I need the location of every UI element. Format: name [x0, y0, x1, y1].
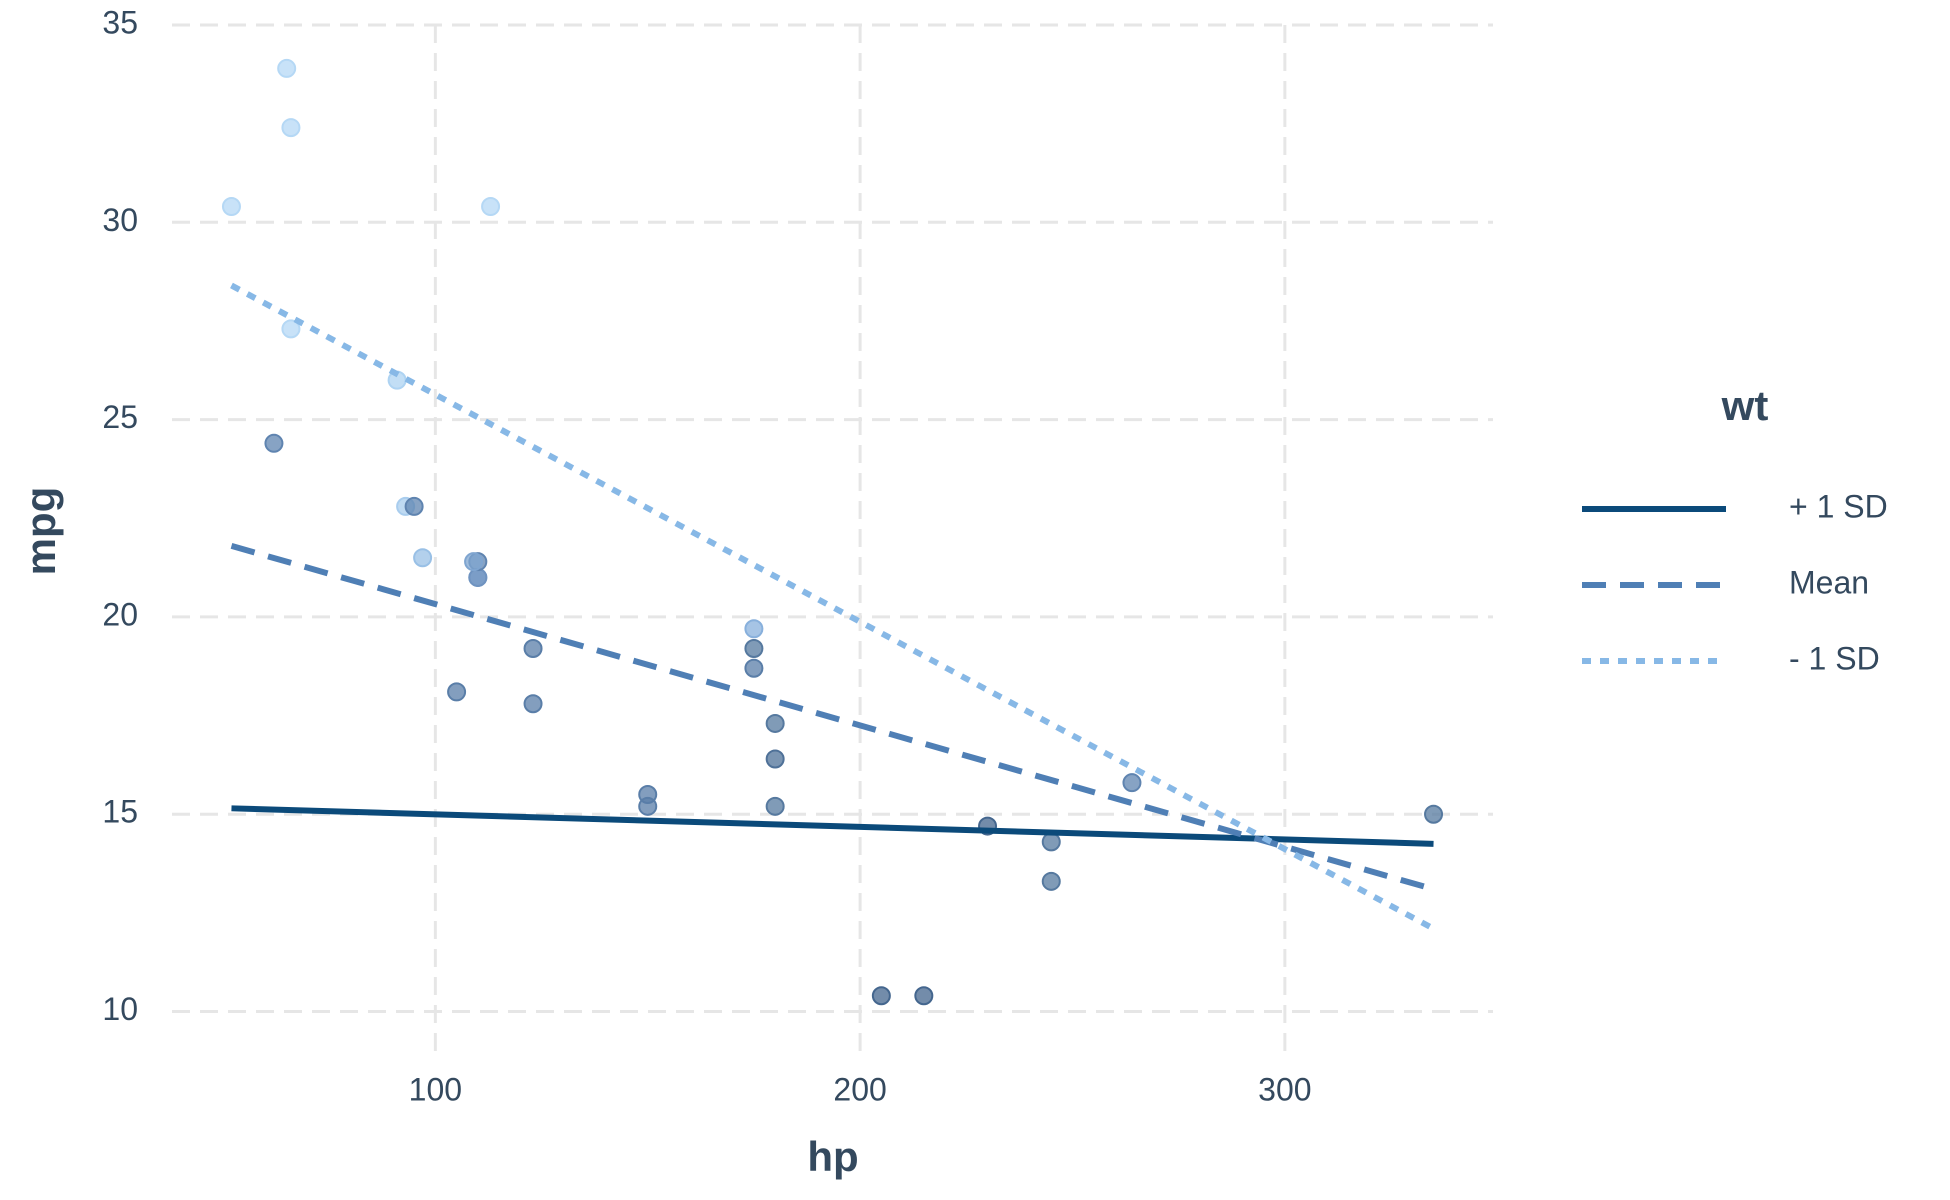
- point: [744, 658, 764, 678]
- point: [765, 713, 785, 733]
- point: [281, 118, 301, 138]
- point: [523, 638, 543, 658]
- y-axis-title: mpg: [17, 487, 64, 576]
- fit-line: [230, 282, 1435, 932]
- grid: [172, 23, 1493, 1051]
- legend-label: Mean: [1789, 564, 1869, 600]
- x-tick-label: 200: [833, 1071, 886, 1107]
- point: [1041, 871, 1061, 891]
- y-tick-label: 10: [102, 991, 138, 1027]
- point: [914, 986, 934, 1006]
- y-tick-label: 15: [102, 794, 138, 830]
- y-tick-label: 20: [102, 596, 138, 632]
- y-tick-label: 35: [102, 4, 138, 40]
- legend-label: + 1 SD: [1789, 488, 1888, 524]
- point: [765, 749, 785, 769]
- point: [413, 548, 433, 568]
- fit-line: [230, 543, 1435, 893]
- point: [1041, 832, 1061, 852]
- point: [404, 496, 424, 516]
- point: [447, 682, 467, 702]
- point: [481, 197, 501, 217]
- point: [871, 986, 891, 1006]
- point: [744, 638, 764, 658]
- marks: [221, 58, 1444, 1006]
- point: [468, 567, 488, 587]
- point: [638, 796, 658, 816]
- legend-label: - 1 SD: [1789, 640, 1880, 676]
- point: [744, 619, 764, 639]
- point: [1424, 804, 1444, 824]
- x-axis-title: hp: [807, 1133, 858, 1180]
- point: [221, 197, 241, 217]
- point: [464, 552, 484, 572]
- y-tick-label: 25: [102, 399, 138, 435]
- x-tick-label: 100: [409, 1071, 462, 1107]
- legend-title: wt: [1721, 382, 1769, 429]
- y-tick-label: 30: [102, 202, 138, 238]
- fit-line: [231, 805, 1434, 847]
- point: [523, 694, 543, 714]
- point: [765, 796, 785, 816]
- point: [264, 433, 284, 453]
- point: [281, 319, 301, 339]
- x-tick-label: 300: [1258, 1071, 1311, 1107]
- point: [277, 58, 297, 78]
- point: [1122, 773, 1142, 793]
